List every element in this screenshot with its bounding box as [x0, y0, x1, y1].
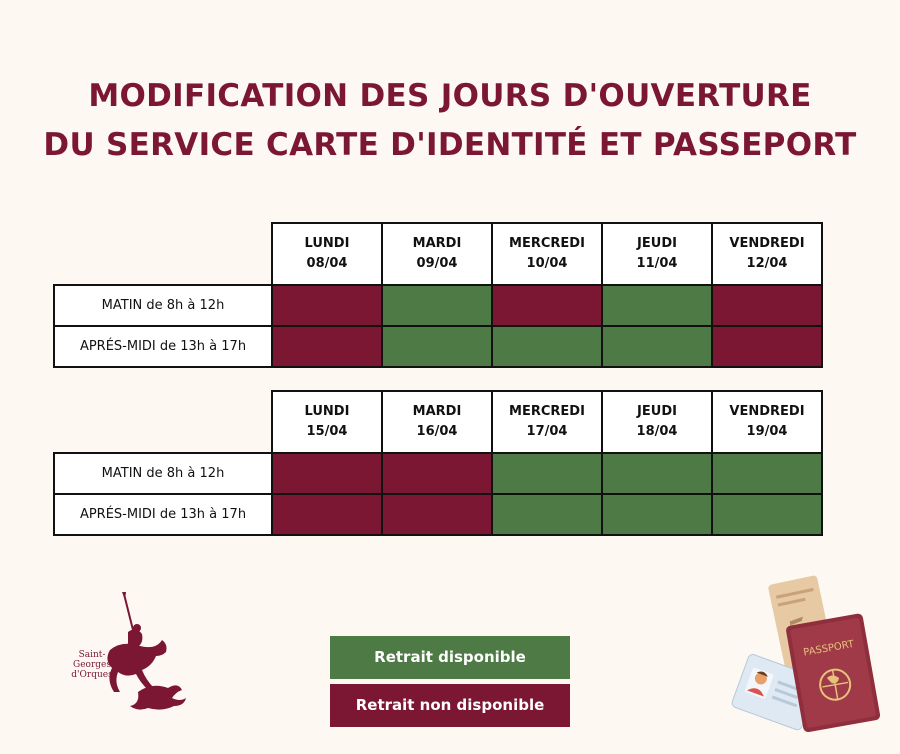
- row-label: APRÉS-MIDI de 13h à 17h: [53, 493, 273, 536]
- slot-cell: [491, 284, 603, 327]
- slot-cell: [491, 493, 603, 536]
- legend-unavailable: Retrait non disponible: [330, 684, 570, 727]
- slot-cell: [271, 452, 383, 495]
- day-header: JEUDI 18/04: [601, 390, 713, 454]
- morning-row: MATIN de 8h à 12h: [53, 452, 823, 495]
- morning-row: MATIN de 8h à 12h: [53, 284, 823, 327]
- slot-cell: [271, 325, 383, 368]
- row-label: MATIN de 8h à 12h: [53, 452, 273, 495]
- slot-cell: [381, 452, 493, 495]
- saint-georges-logo-icon: [107, 592, 186, 710]
- slot-cell: [271, 284, 383, 327]
- slot-cell: [491, 325, 603, 368]
- slot-cell: [491, 452, 603, 495]
- title-line-2: DU SERVICE CARTE D'IDENTITÉ ET PASSEPORT: [43, 127, 857, 163]
- slot-cell: [601, 284, 713, 327]
- day-header: LUNDI 15/04: [271, 390, 383, 454]
- corner-blank: [54, 223, 272, 285]
- day-header: LUNDI 08/04: [271, 222, 383, 286]
- day-header: VENDREDI 12/04: [711, 222, 823, 286]
- slot-cell: [711, 493, 823, 536]
- slot-cell: [271, 493, 383, 536]
- slot-cell: [711, 325, 823, 368]
- afternoon-row: APRÉS-MIDI de 13h à 17h: [53, 493, 823, 536]
- passport-and-id-card-icon: PASSPORT: [731, 575, 881, 733]
- slot-cell: [601, 452, 713, 495]
- legend-available: Retrait disponible: [330, 636, 570, 679]
- slot-cell: [381, 493, 493, 536]
- day-header: MARDI 16/04: [381, 390, 493, 454]
- page-title: MODIFICATION DES JOURS D'OUVERTURE DU SE…: [0, 72, 900, 170]
- slot-cell: [601, 493, 713, 536]
- schedule-week-2: LUNDI 15/04 MARDI 16/04 MERCREDI 17/04 JEUD…: [53, 390, 823, 536]
- header-row: LUNDI 08/04 MARDI 09/04 MERCREDI 10/04 JEUD…: [54, 222, 823, 286]
- schedule-week-1: LUNDI 08/04 MARDI 09/04 MERCREDI 10/04 JEUD…: [53, 222, 823, 368]
- title-line-1: MODIFICATION DES JOURS D'OUVERTURE: [88, 78, 812, 114]
- day-header: MERCREDI 17/04: [491, 390, 603, 454]
- slot-cell: [711, 452, 823, 495]
- afternoon-row: APRÉS-MIDI de 13h à 17h: [53, 325, 823, 368]
- row-label: APRÉS-MIDI de 13h à 17h: [53, 325, 273, 368]
- logo-text: Saint-Georges d'Orques: [71, 650, 113, 680]
- day-header: MERCREDI 10/04: [491, 222, 603, 286]
- row-label: MATIN de 8h à 12h: [53, 284, 273, 327]
- corner-blank: [54, 391, 272, 453]
- day-header: JEUDI 11/04: [601, 222, 713, 286]
- slot-cell: [381, 325, 493, 368]
- day-header: MARDI 09/04: [381, 222, 493, 286]
- slot-cell: [601, 325, 713, 368]
- header-row: LUNDI 15/04 MARDI 16/04 MERCREDI 17/04 JEUD…: [54, 390, 823, 454]
- day-header: VENDREDI 19/04: [711, 390, 823, 454]
- slot-cell: [711, 284, 823, 327]
- slot-cell: [381, 284, 493, 327]
